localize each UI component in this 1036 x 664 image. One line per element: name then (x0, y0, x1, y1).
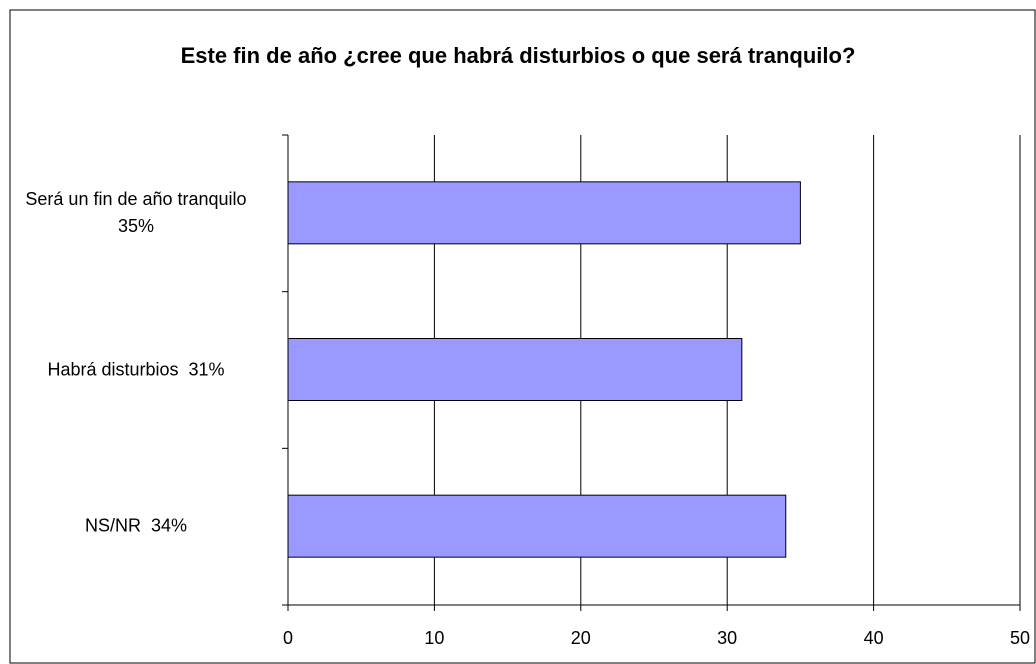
bar (287, 181, 801, 245)
chart-title: Este fin de año ¿cree que habrá disturbi… (180, 43, 856, 68)
chart-border (9, 9, 1036, 664)
bar (287, 494, 787, 558)
x-tick-label: 40 (864, 628, 884, 648)
x-tick-label: 30 (717, 628, 737, 648)
bar (287, 338, 743, 401)
x-tick-label: 10 (424, 628, 444, 648)
x-tick-label: 50 (1010, 628, 1030, 648)
x-tick-label: 0 (283, 628, 293, 648)
y-tick-label: Será un fin de año tranquilo 35% (25, 188, 257, 236)
y-tick-label: Habrá disturbios 31% (47, 359, 225, 379)
x-tick-label: 20 (571, 628, 591, 648)
y-tick-label: NS/NR 34% (84, 515, 188, 536)
